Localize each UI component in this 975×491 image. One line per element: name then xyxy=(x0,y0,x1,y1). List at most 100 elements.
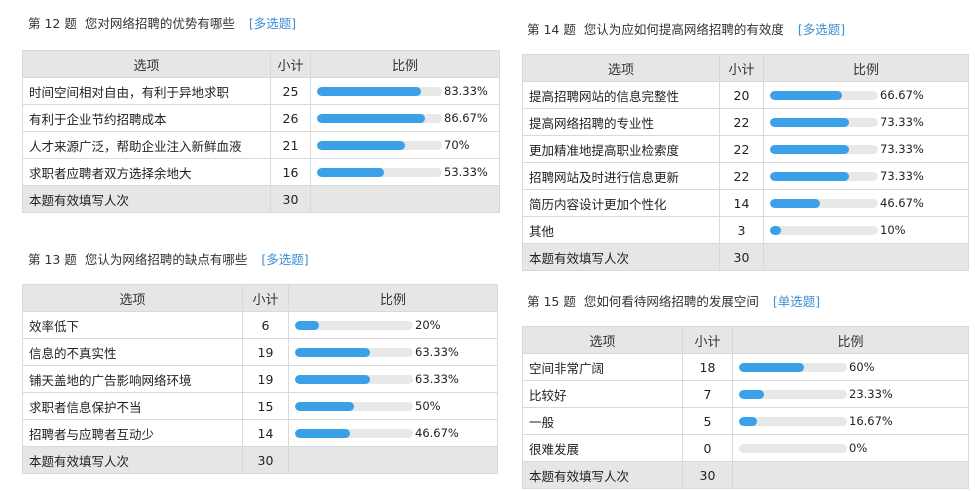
question-text: 您对网络招聘的优势有哪些 xyxy=(84,16,235,31)
progress-fill xyxy=(295,428,351,438)
option-label: 提高招聘网站的信息完整性 xyxy=(522,81,720,109)
ratio-cell: 73.33% xyxy=(763,162,969,190)
progress-fill xyxy=(317,140,405,150)
ratio-cell: 63.33% xyxy=(288,365,498,393)
total-empty-cell xyxy=(763,243,969,271)
question-type-tag: [多选题] xyxy=(797,22,846,37)
question-number: 第 13 题 xyxy=(28,252,77,267)
option-count: 18 xyxy=(682,353,733,381)
total-count: 30 xyxy=(719,243,764,271)
option-label: 提高网络招聘的专业性 xyxy=(522,108,720,136)
total-empty-cell xyxy=(310,185,500,213)
col-option-header: 选项 xyxy=(522,54,720,82)
table-row: 效率低下 6 20% xyxy=(22,311,498,339)
option-label: 招聘者与应聘者互动少 xyxy=(22,419,243,447)
question-type-tag: [多选题] xyxy=(261,252,309,267)
col-ratio-header: 比例 xyxy=(288,284,498,312)
option-label: 其他 xyxy=(522,216,720,244)
option-label: 很难发展 xyxy=(522,434,683,462)
option-label: 一般 xyxy=(522,407,683,435)
option-label: 求职者信息保护不当 xyxy=(22,392,243,420)
total-label: 本题有效填写人次 xyxy=(522,243,720,271)
ratio-cell: 63.33% xyxy=(288,338,498,366)
ratio-cell: 86.67% xyxy=(310,104,500,132)
option-count: 22 xyxy=(719,162,764,190)
result-table: 选项 小计 比例 空间非常广阔 18 60% 比较好 7 23.33% 一般 5… xyxy=(522,326,969,489)
progress-bar xyxy=(317,113,442,123)
percent-label: 86.67% xyxy=(444,111,488,125)
progress-bar xyxy=(770,171,878,181)
result-table: 选项 小计 比例 提高招聘网站的信息完整性 20 66.67% 提高网络招聘的专… xyxy=(522,54,969,271)
result-table: 选项 小计 比例 效率低下 6 20% 信息的不真实性 19 63.33% 铺天… xyxy=(22,284,498,474)
table-row: 招聘网站及时进行信息更新 22 73.33% xyxy=(522,162,969,190)
table-row: 很难发展 0 0% xyxy=(522,434,969,462)
option-count: 16 xyxy=(270,158,311,186)
table-row: 招聘者与应聘者互动少 14 46.67% xyxy=(22,419,498,447)
question-number: 第 15 题 xyxy=(527,294,576,309)
question-type-tag: [单选题] xyxy=(772,294,821,309)
option-count: 14 xyxy=(719,189,764,217)
table-row: 有利于企业节约招聘成本 26 86.67% xyxy=(22,104,500,132)
option-count: 15 xyxy=(242,392,289,420)
col-ratio-header: 比例 xyxy=(310,50,500,78)
question-title: 第 12 题您对网络招聘的优势有哪些 [多选题] xyxy=(28,14,296,34)
table-row: 信息的不真实性 19 63.33% xyxy=(22,338,498,366)
col-count-header: 小计 xyxy=(242,284,289,312)
progress-fill xyxy=(739,362,804,372)
table-row: 其他 3 10% xyxy=(522,216,969,244)
total-row: 本题有效填写人次 30 xyxy=(22,446,498,474)
option-label: 人才来源广泛，帮助企业注入新鲜血液 xyxy=(22,131,271,159)
table-row: 提高招聘网站的信息完整性 20 66.67% xyxy=(522,81,969,109)
question-title: 第 14 题您认为应如何提高网络招聘的有效度 [多选题] xyxy=(527,20,845,40)
percent-label: 20% xyxy=(415,318,441,332)
option-label: 更加精准地提高职业检索度 xyxy=(522,135,720,163)
percent-label: 70% xyxy=(444,138,470,152)
option-label: 招聘网站及时进行信息更新 xyxy=(522,162,720,190)
option-label: 有利于企业节约招聘成本 xyxy=(22,104,271,132)
question-title: 第 13 题您认为网络招聘的缺点有哪些 [多选题] xyxy=(28,250,309,270)
option-count: 21 xyxy=(270,131,311,159)
ratio-cell: 23.33% xyxy=(732,380,969,408)
progress-bar xyxy=(317,167,442,177)
progress-bar xyxy=(770,198,878,208)
percent-label: 73.33% xyxy=(880,142,924,156)
percent-label: 10% xyxy=(880,223,906,237)
percent-label: 16.67% xyxy=(849,414,893,428)
ratio-cell: 10% xyxy=(763,216,969,244)
option-count: 19 xyxy=(242,365,289,393)
option-count: 22 xyxy=(719,108,764,136)
progress-bar xyxy=(317,86,442,96)
table-row: 更加精准地提高职业检索度 22 73.33% xyxy=(522,135,969,163)
col-count-header: 小计 xyxy=(682,326,733,354)
table-row: 一般 5 16.67% xyxy=(522,407,969,435)
table-header-row: 选项 小计 比例 xyxy=(22,50,500,78)
option-label: 时间空间相对自由，有利于异地求职 xyxy=(22,77,271,105)
progress-bar xyxy=(317,140,442,150)
option-label: 信息的不真实性 xyxy=(22,338,243,366)
ratio-cell: 20% xyxy=(288,311,498,339)
option-count: 20 xyxy=(719,81,764,109)
question-number: 第 14 题 xyxy=(527,22,576,37)
progress-bar xyxy=(770,225,878,235)
progress-fill xyxy=(770,90,842,100)
percent-label: 50% xyxy=(415,399,441,413)
option-count: 0 xyxy=(682,434,733,462)
percent-label: 53.33% xyxy=(444,165,488,179)
table-header-row: 选项 小计 比例 xyxy=(22,284,498,312)
total-label: 本题有效填写人次 xyxy=(22,446,243,474)
option-count: 26 xyxy=(270,104,311,132)
question-text: 您认为网络招聘的缺点有哪些 xyxy=(84,252,248,267)
progress-fill xyxy=(770,171,850,181)
option-count: 7 xyxy=(682,380,733,408)
total-row: 本题有效填写人次 30 xyxy=(22,185,500,213)
progress-bar xyxy=(295,428,413,438)
total-row: 本题有效填写人次 30 xyxy=(522,461,969,489)
option-count: 19 xyxy=(242,338,289,366)
progress-bar xyxy=(295,320,413,330)
col-ratio-header: 比例 xyxy=(732,326,969,354)
percent-label: 83.33% xyxy=(444,84,488,98)
question-type-tag: [多选题] xyxy=(248,16,297,31)
question-text: 您认为应如何提高网络招聘的有效度 xyxy=(583,22,784,37)
ratio-cell: 0% xyxy=(732,434,969,462)
ratio-cell: 50% xyxy=(288,392,498,420)
